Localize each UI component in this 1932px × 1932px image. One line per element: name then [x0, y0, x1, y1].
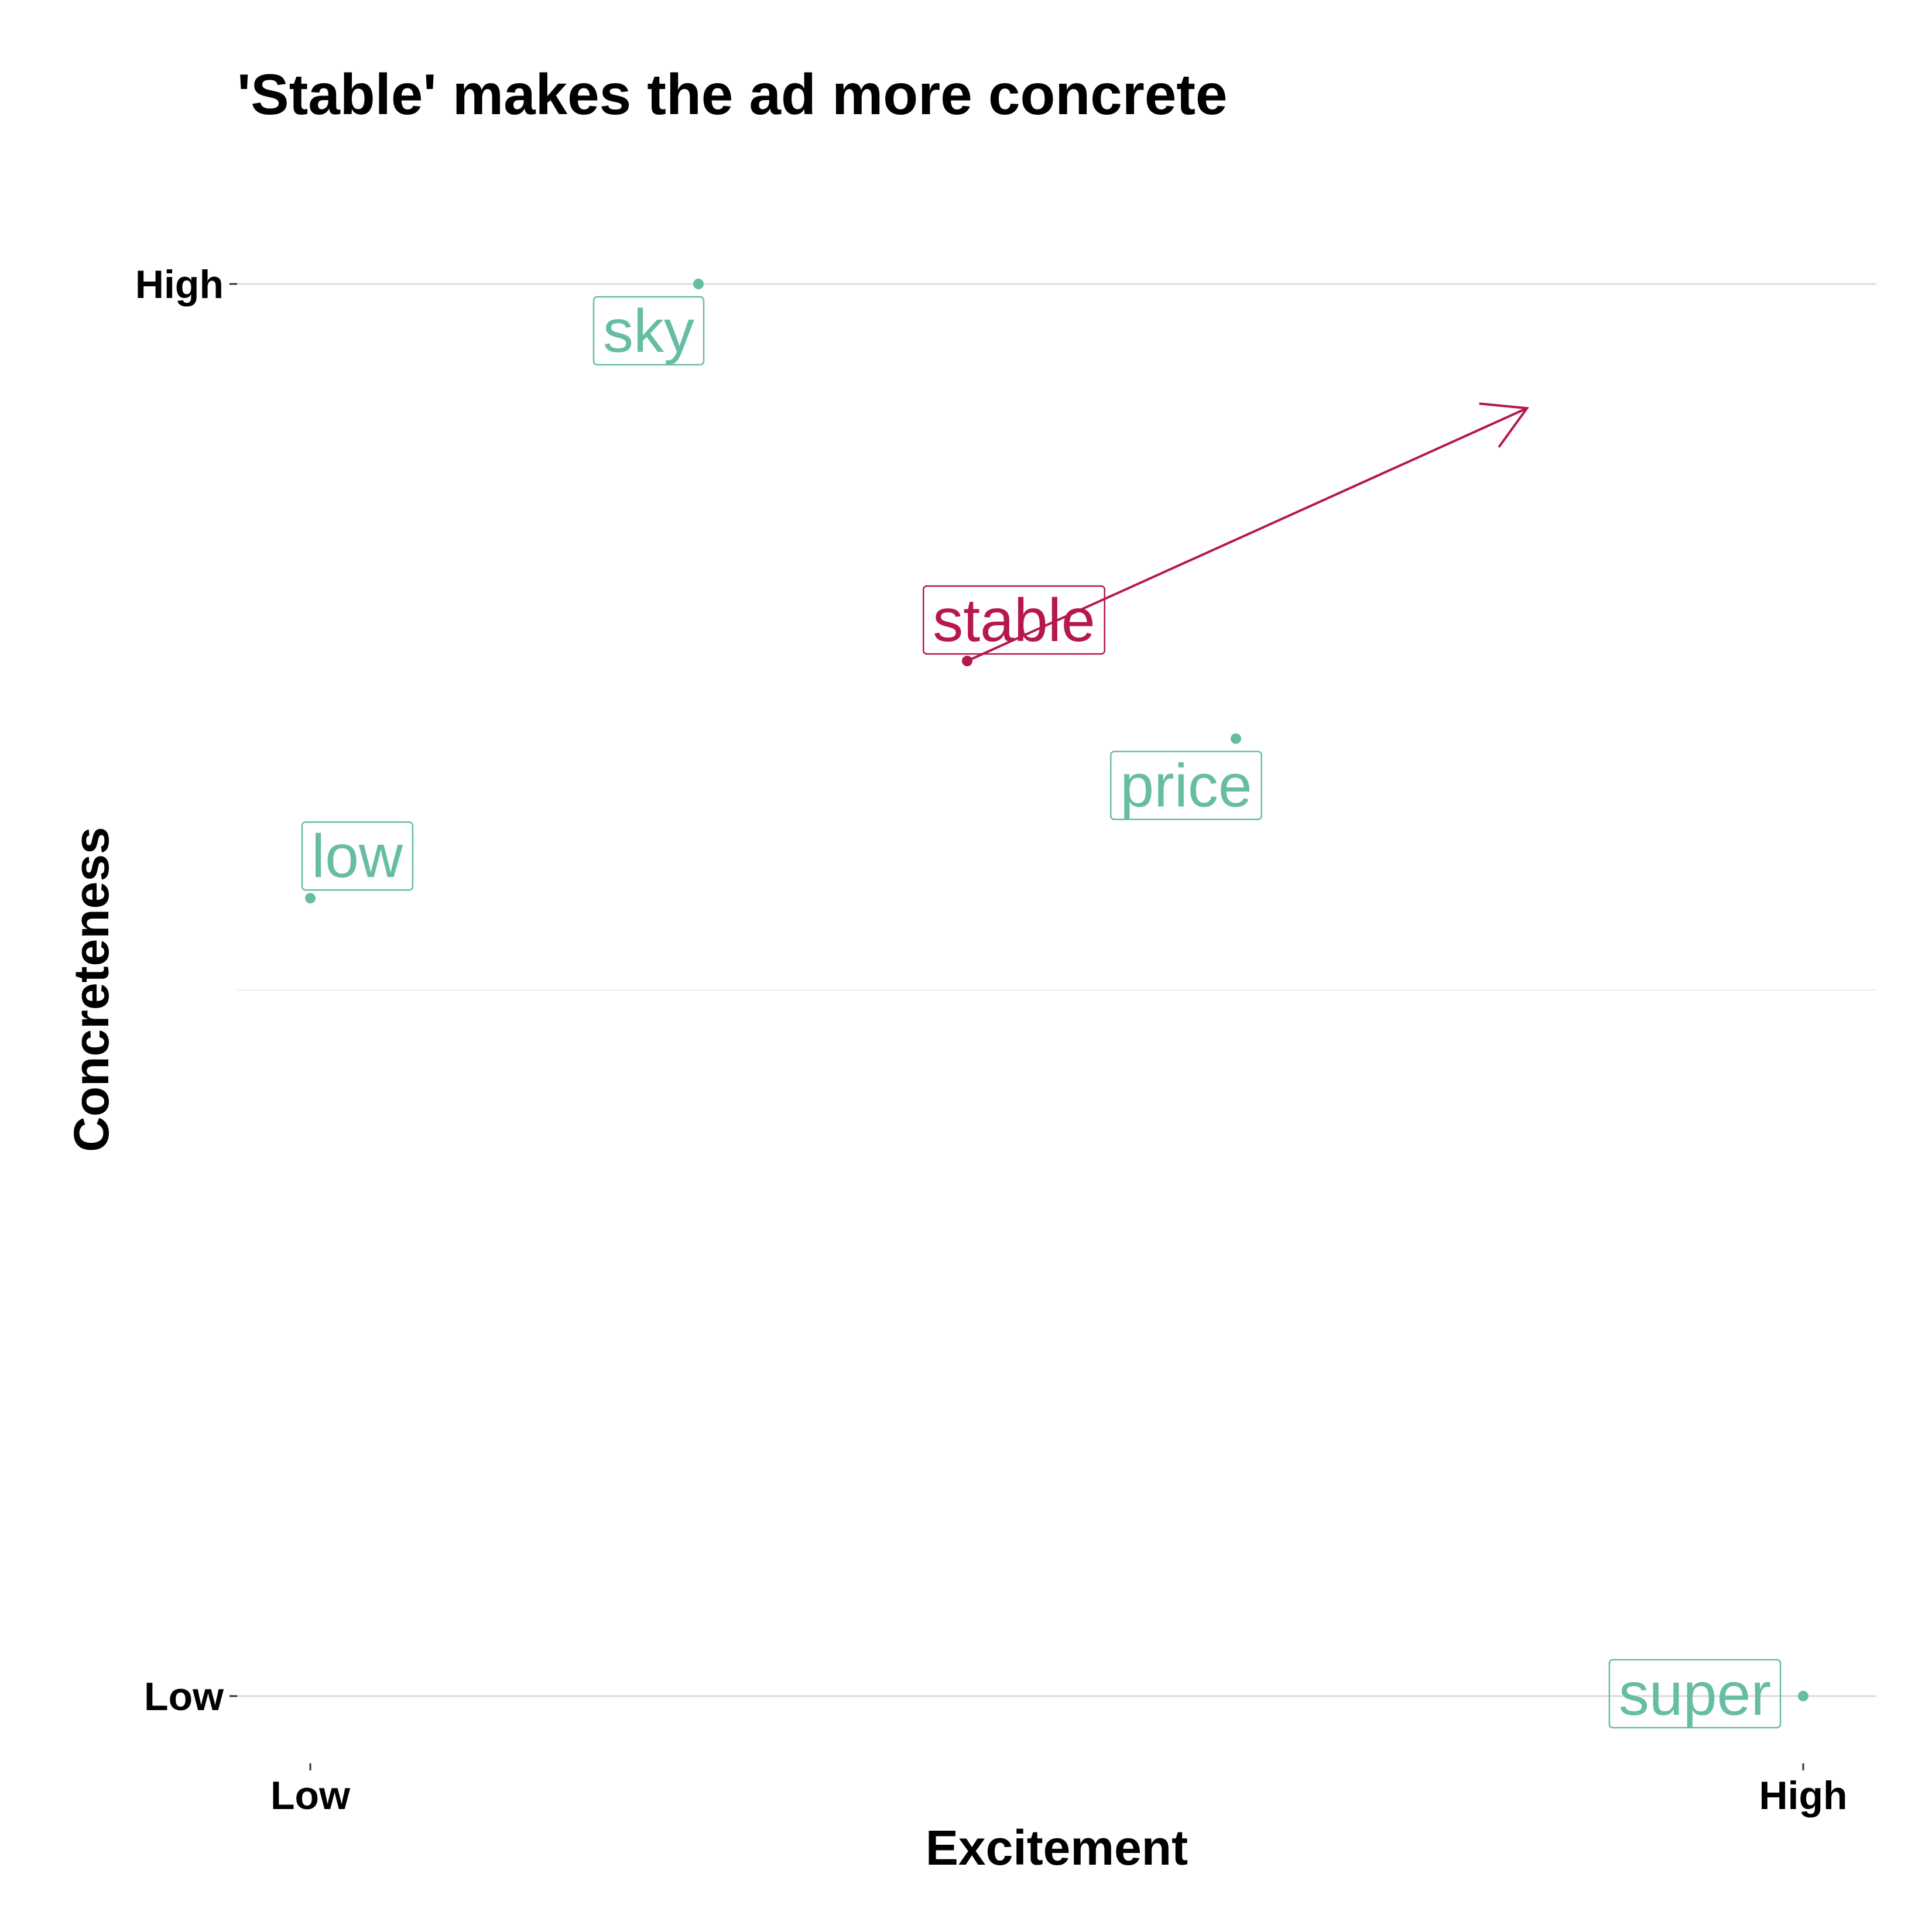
point-label-box-super	[1608, 1659, 1782, 1729]
x-tick-label: High	[1759, 1773, 1847, 1818]
data-point-sky	[693, 279, 704, 289]
data-point-super	[1798, 1691, 1808, 1701]
point-label-box-low	[301, 821, 414, 891]
x-tick-label: Low	[270, 1773, 351, 1818]
point-label-box-sky	[592, 296, 705, 366]
axes: Low High Low High	[135, 262, 1848, 1818]
point-label-super: super	[1619, 1660, 1771, 1728]
data-point-low	[305, 893, 316, 904]
point-label-stable: stable	[933, 587, 1095, 655]
point-label-sky: sky	[603, 297, 694, 365]
arrow-shaft	[967, 407, 1528, 662]
y-tick-label: High	[135, 262, 224, 307]
data-point-price	[1231, 733, 1241, 744]
chart-title: 'Stable' makes the ad more concrete	[237, 62, 1228, 126]
point-label-box-stable	[922, 585, 1106, 655]
y-tick-label: Low	[144, 1674, 224, 1719]
grid-layer	[237, 283, 1876, 1697]
point-label-box-price	[1110, 751, 1262, 820]
plot-marks: sky stable price low super	[301, 279, 1808, 1729]
arrow-head	[1479, 402, 1529, 448]
x-axis-title: Excitement	[926, 1820, 1188, 1875]
y-axis-title: Concreteness	[64, 827, 119, 1152]
point-label-low: low	[311, 823, 403, 890]
point-label-price: price	[1120, 752, 1252, 820]
